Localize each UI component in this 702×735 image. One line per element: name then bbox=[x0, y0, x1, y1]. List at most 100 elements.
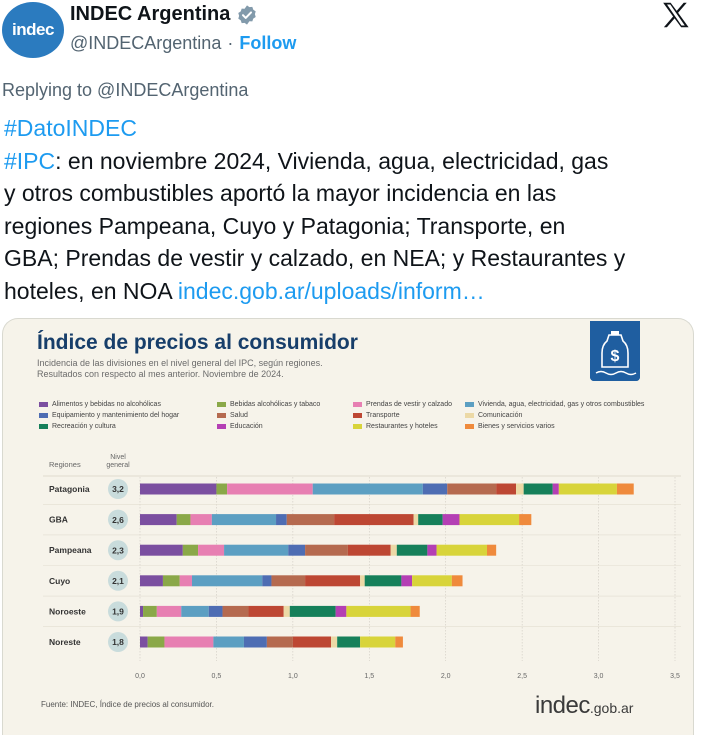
x-tick-label: 0,5 bbox=[212, 673, 222, 680]
verified-badge-icon bbox=[238, 4, 257, 25]
legend-swatch bbox=[39, 413, 48, 418]
bar-segment bbox=[289, 605, 336, 617]
bar-segment bbox=[360, 636, 396, 648]
bar-segment bbox=[182, 544, 199, 556]
region-label: Noroeste bbox=[49, 606, 86, 616]
avatar[interactable]: indec bbox=[2, 2, 64, 58]
legend-item: Educación bbox=[217, 423, 263, 430]
x-logo-icon[interactable] bbox=[662, 2, 690, 28]
level-value: 3,2 bbox=[112, 484, 124, 494]
brand-main: indec bbox=[535, 692, 590, 719]
account-handle[interactable]: @INDECArgentina bbox=[70, 33, 222, 53]
chart-title: Índice de precios al consumidor bbox=[37, 331, 358, 354]
avatar-text: indec bbox=[12, 20, 54, 39]
level-badge bbox=[108, 509, 128, 530]
bar-segment bbox=[401, 575, 413, 587]
x-tick-label: 0,0 bbox=[135, 673, 145, 680]
bar-segment bbox=[191, 575, 263, 587]
legend-label: Salud bbox=[230, 412, 248, 419]
bar-segment bbox=[305, 544, 348, 556]
follow-button[interactable]: Follow bbox=[239, 33, 297, 53]
tweet-text: #DatoINDEC #IPC: en noviembre 2024, Vivi… bbox=[4, 112, 700, 307]
stacked-bar-chart: Regiones Nivel general 0,0 0,5 1,0 1,5 2,0 2,5… bbox=[43, 454, 681, 680]
level-badge bbox=[108, 632, 128, 652]
bar-segment bbox=[347, 544, 391, 556]
bar-segment bbox=[147, 636, 165, 648]
bar-segment bbox=[198, 544, 225, 556]
bar-segment bbox=[496, 483, 517, 495]
bar-segment bbox=[292, 636, 332, 648]
bar-segment bbox=[140, 544, 183, 556]
handle-row: @INDECArgentina · Follow bbox=[70, 33, 296, 54]
bar-segment bbox=[331, 636, 338, 648]
bar-segment bbox=[396, 544, 428, 556]
bar-segment bbox=[410, 605, 420, 617]
bar-segment bbox=[216, 483, 228, 495]
legend-swatch bbox=[353, 424, 362, 429]
legend-swatch bbox=[465, 413, 474, 418]
bar-segment bbox=[208, 605, 223, 617]
bar-segment bbox=[243, 636, 267, 648]
bar-segment bbox=[390, 544, 397, 556]
account-name[interactable]: INDEC Argentina bbox=[70, 3, 231, 25]
bar-segment bbox=[222, 605, 249, 617]
legend-item: Transporte bbox=[353, 412, 400, 419]
x-tick-label: 3,5 bbox=[670, 673, 680, 680]
bar-segment bbox=[335, 605, 347, 617]
tweet-line-5: GBA; Prendas de vestir y calzado, en NEA… bbox=[4, 245, 626, 271]
bar-segment bbox=[224, 544, 289, 556]
region-label: Patagonia bbox=[49, 484, 90, 494]
level-value: 1,9 bbox=[112, 607, 124, 617]
regions-header: Regiones bbox=[49, 460, 81, 469]
legend-label: Recreación y cultura bbox=[52, 423, 116, 430]
bar-segment bbox=[516, 483, 524, 495]
bar-segment bbox=[412, 575, 452, 587]
tweet-line-6: hoteles, en NOA bbox=[4, 277, 178, 304]
bar-segment bbox=[486, 544, 497, 556]
chart-subtitle: Incidencia de las divisiones en el nivel… bbox=[37, 358, 323, 380]
legend-item: Bebidas alcohólicas y tabaco bbox=[217, 401, 320, 408]
bar-segment bbox=[364, 575, 402, 587]
bar-segment bbox=[164, 636, 214, 648]
bar-segment bbox=[140, 636, 148, 648]
level-value: 2,6 bbox=[112, 515, 124, 525]
chart-source: Fuente: INDEC, Índice de precios al cons… bbox=[41, 700, 214, 709]
bar-segment bbox=[271, 575, 306, 587]
bar-segment bbox=[395, 636, 403, 648]
tweet-line-3: y otros combustibles aportó la mayor inc… bbox=[4, 180, 557, 206]
level-badge bbox=[108, 570, 128, 591]
bar-segment bbox=[288, 544, 306, 556]
legend-label: Restaurantes y hoteles bbox=[366, 423, 438, 430]
chart-subtitle-line-1: Incidencia de las divisiones en el nivel… bbox=[37, 358, 323, 368]
legend-item: Restaurantes y hoteles bbox=[353, 423, 438, 430]
legend-item: Alimentos y bebidas no alcohólicas bbox=[39, 401, 161, 408]
bar-segment bbox=[334, 514, 414, 526]
image-card[interactable]: Índice de precios al consumidor Incidenc… bbox=[2, 318, 694, 735]
legend-item: Comunicación bbox=[465, 412, 522, 419]
legend-label: Vivienda, agua, electricidad, gas y otro… bbox=[478, 401, 645, 408]
tweet-link[interactable]: indec.gob.ar/uploads/inform… bbox=[177, 277, 485, 304]
bar-segment bbox=[422, 483, 448, 495]
hashtag-datoindec[interactable]: #DatoINDEC bbox=[4, 115, 137, 141]
legend-item: Recreación y cultura bbox=[39, 423, 116, 430]
legend-swatch bbox=[217, 413, 226, 418]
bar-segment bbox=[427, 544, 437, 556]
bar-segment bbox=[552, 483, 559, 495]
legend-item: Prendas de vestir y calzado bbox=[353, 401, 452, 408]
bar-segment bbox=[346, 605, 411, 617]
level-header: Nivel general bbox=[106, 454, 130, 469]
x-tick-label: 2,0 bbox=[441, 673, 451, 680]
legend-label: Educación bbox=[230, 423, 263, 430]
bar-segment bbox=[413, 514, 419, 526]
ipc-badge-icon: $ bbox=[590, 321, 640, 381]
bar-segment bbox=[616, 483, 634, 495]
legend-label: Alimentos y bebidas no alcohólicas bbox=[52, 401, 161, 408]
bar-segment bbox=[156, 605, 182, 617]
legend-swatch bbox=[353, 413, 362, 418]
x-tick-label: 1,5 bbox=[364, 673, 374, 680]
bar-segment bbox=[211, 514, 277, 526]
brand-suffix: .gob.ar bbox=[589, 700, 634, 716]
bar-segment bbox=[558, 483, 617, 495]
hashtag-ipc[interactable]: #IPC bbox=[4, 147, 56, 174]
bar-segment bbox=[451, 575, 463, 587]
